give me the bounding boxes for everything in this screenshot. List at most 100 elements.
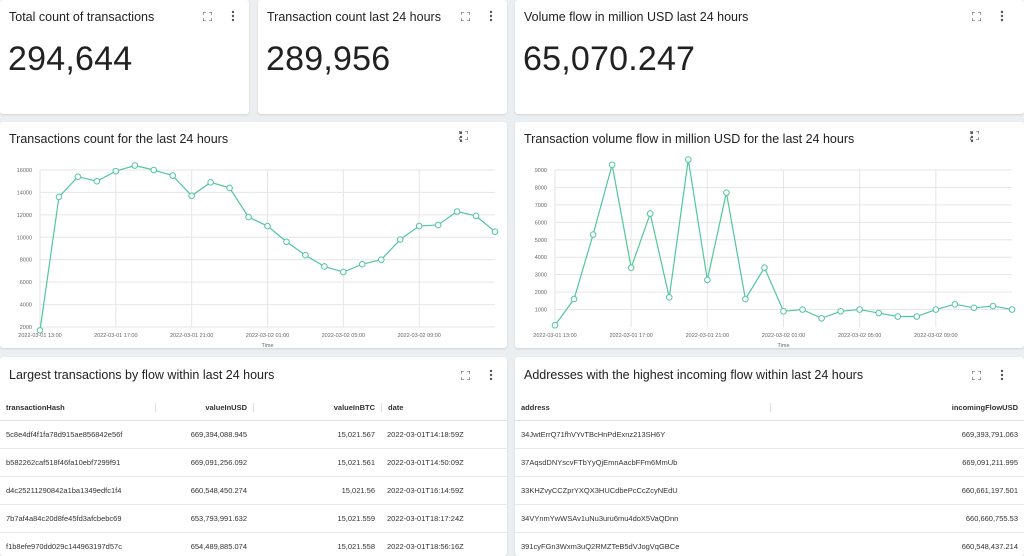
data-point[interactable] (970, 304, 978, 312)
data-point[interactable] (742, 295, 749, 303)
table-row[interactable]: 391cyFGn3Wxm3uQ2RMZTeB5dVJogVqGBCe 660,54… (515, 533, 1024, 556)
data-point[interactable] (894, 313, 902, 320)
cell-transaction-hash: d4c25211290842a1ba1349edfc1f4 (6, 486, 122, 495)
data-point[interactable] (264, 222, 271, 230)
more-vert-icon[interactable] (970, 131, 1008, 145)
more-vert-icon[interactable] (996, 368, 1008, 382)
data-point[interactable] (472, 212, 480, 220)
data-point[interactable] (434, 221, 442, 229)
x-axis-label: Time (261, 343, 273, 348)
data-point[interactable] (36, 327, 44, 334)
data-point[interactable] (396, 236, 404, 243)
table-row[interactable]: 34VYnmYwWSAv1uNu3uru6mu4doX5VaQDnn 660,66… (515, 505, 1024, 533)
more-vert-icon[interactable] (485, 9, 497, 23)
data-point[interactable] (169, 172, 177, 179)
data-point[interactable] (491, 228, 499, 235)
column-header-date[interactable]: date (381, 403, 507, 412)
data-point[interactable] (875, 309, 883, 317)
cell-address: 33KHZvyCCZprYXQX3HUCdbePcCcZcyNEdU (521, 486, 678, 495)
data-point[interactable] (74, 173, 82, 181)
more-vert-icon[interactable] (996, 9, 1008, 23)
data-point[interactable] (112, 167, 120, 175)
data-point[interactable] (1008, 306, 1016, 313)
y-tick-label: 14000 (17, 190, 32, 196)
data-point[interactable] (207, 179, 214, 186)
chart-card-volume: Transaction volume flow in million USD f… (515, 122, 1024, 348)
table-row[interactable]: 7b7af4a84c20d8fe45fd3afcbebc69 653,793,99… (0, 505, 507, 533)
data-point[interactable] (665, 294, 673, 301)
column-header-incoming-flow-usd[interactable]: incomingFlowUSD (770, 403, 1024, 412)
table-row[interactable]: b582262caf518f46fa10ebf7299f91 669,091,25… (0, 449, 507, 477)
x-axis-label: Time (777, 343, 789, 348)
y-tick-label: 7000 (535, 203, 547, 209)
data-point[interactable] (761, 264, 768, 271)
data-point[interactable] (245, 213, 252, 221)
data-point[interactable] (551, 321, 559, 329)
data-point[interactable] (951, 301, 959, 308)
fullscreen-icon[interactable] (970, 368, 982, 382)
cell-value-btc: 15,021.56 (341, 486, 375, 495)
y-tick-label: 6000 (20, 280, 32, 286)
data-point[interactable] (799, 306, 806, 313)
y-tick-label: 5000 (535, 238, 547, 244)
data-point[interactable] (989, 302, 997, 310)
fullscreen-icon[interactable] (459, 368, 471, 382)
data-point[interactable] (55, 193, 63, 201)
fullscreen-icon[interactable] (201, 9, 213, 23)
data-point[interactable] (704, 276, 711, 284)
data-point[interactable] (684, 156, 692, 163)
data-point[interactable] (453, 208, 461, 215)
data-point[interactable] (932, 306, 940, 313)
table-row[interactable]: 34JwtErrQ71fhVYvTBcHnPdExnz213SH6Y 669,39… (515, 421, 1024, 449)
column-header-address[interactable]: address (521, 403, 550, 412)
data-point[interactable] (627, 264, 635, 271)
more-vert-icon[interactable] (485, 368, 497, 382)
fullscreen-icon[interactable] (459, 9, 471, 23)
more-vert-icon[interactable] (227, 9, 239, 23)
cell-incoming-flow-usd: 660,661,197.501 (961, 486, 1018, 495)
data-point[interactable] (188, 192, 195, 200)
data-point[interactable] (226, 184, 233, 192)
data-point[interactable] (589, 231, 597, 238)
data-point[interactable] (283, 238, 290, 246)
chart-card-count: Transactions count for the last 24 hours… (0, 122, 507, 348)
column-header-value-usd[interactable]: valueInUSD (155, 403, 253, 412)
table-title: Largest transactions by flow within last… (9, 368, 275, 382)
kpi-value: 289,956 (266, 40, 391, 78)
data-point[interactable] (93, 177, 101, 185)
data-point[interactable] (913, 313, 921, 320)
data-point[interactable] (358, 260, 366, 268)
table-row[interactable]: 5c8e4df4f1fa78d915ae856842e56f 669,394,08… (0, 421, 507, 449)
data-point[interactable] (321, 263, 328, 270)
data-point[interactable] (837, 308, 844, 315)
column-header-transaction-hash[interactable]: transactionHash (6, 403, 65, 412)
table-row[interactable]: d4c25211290842a1ba1349edfc1f4 660,548,450… (0, 477, 507, 505)
cell-date: 2022-03-01T16:14:59Z (387, 486, 464, 495)
y-tick-label: 12000 (17, 213, 32, 219)
cell-incoming-flow-usd: 669,393,791.063 (961, 430, 1018, 439)
table-row[interactable]: 33KHZvyCCZprYXQX3HUCdbePcCcZcyNEdU 660,66… (515, 477, 1024, 505)
data-point[interactable] (340, 268, 347, 276)
data-point[interactable] (150, 166, 158, 174)
data-point[interactable] (646, 210, 654, 217)
data-point[interactable] (780, 308, 787, 315)
data-point[interactable] (608, 161, 616, 169)
y-tick-label: 6000 (535, 220, 547, 226)
transactions-table: transactionHash valueInUSD valueInBTC da… (0, 395, 507, 556)
cell-value-btc: 15,021.567 (337, 430, 375, 439)
column-header-value-btc[interactable]: valueInBTC (253, 403, 381, 412)
data-point[interactable] (818, 314, 825, 322)
data-point[interactable] (415, 222, 423, 230)
data-point[interactable] (302, 251, 309, 259)
table-row[interactable]: 37AqsdDNYscvFTbYyQjEmnAacbFFm6MmUb 669,09… (515, 449, 1024, 477)
data-point[interactable] (856, 306, 863, 313)
fullscreen-icon[interactable] (970, 9, 982, 23)
data-point[interactable] (131, 162, 139, 169)
cell-transaction-hash: 7b7af4a84c20d8fe45fd3afcbebc69 (6, 514, 122, 523)
data-point[interactable] (723, 189, 730, 196)
data-point[interactable] (377, 256, 385, 264)
data-point[interactable] (570, 295, 578, 303)
kpi-value: 65,070.247 (523, 40, 696, 78)
more-vert-icon[interactable] (459, 131, 497, 145)
table-row[interactable]: f1b8efe970dd029c144963197d57c 654,489,885… (0, 533, 507, 556)
